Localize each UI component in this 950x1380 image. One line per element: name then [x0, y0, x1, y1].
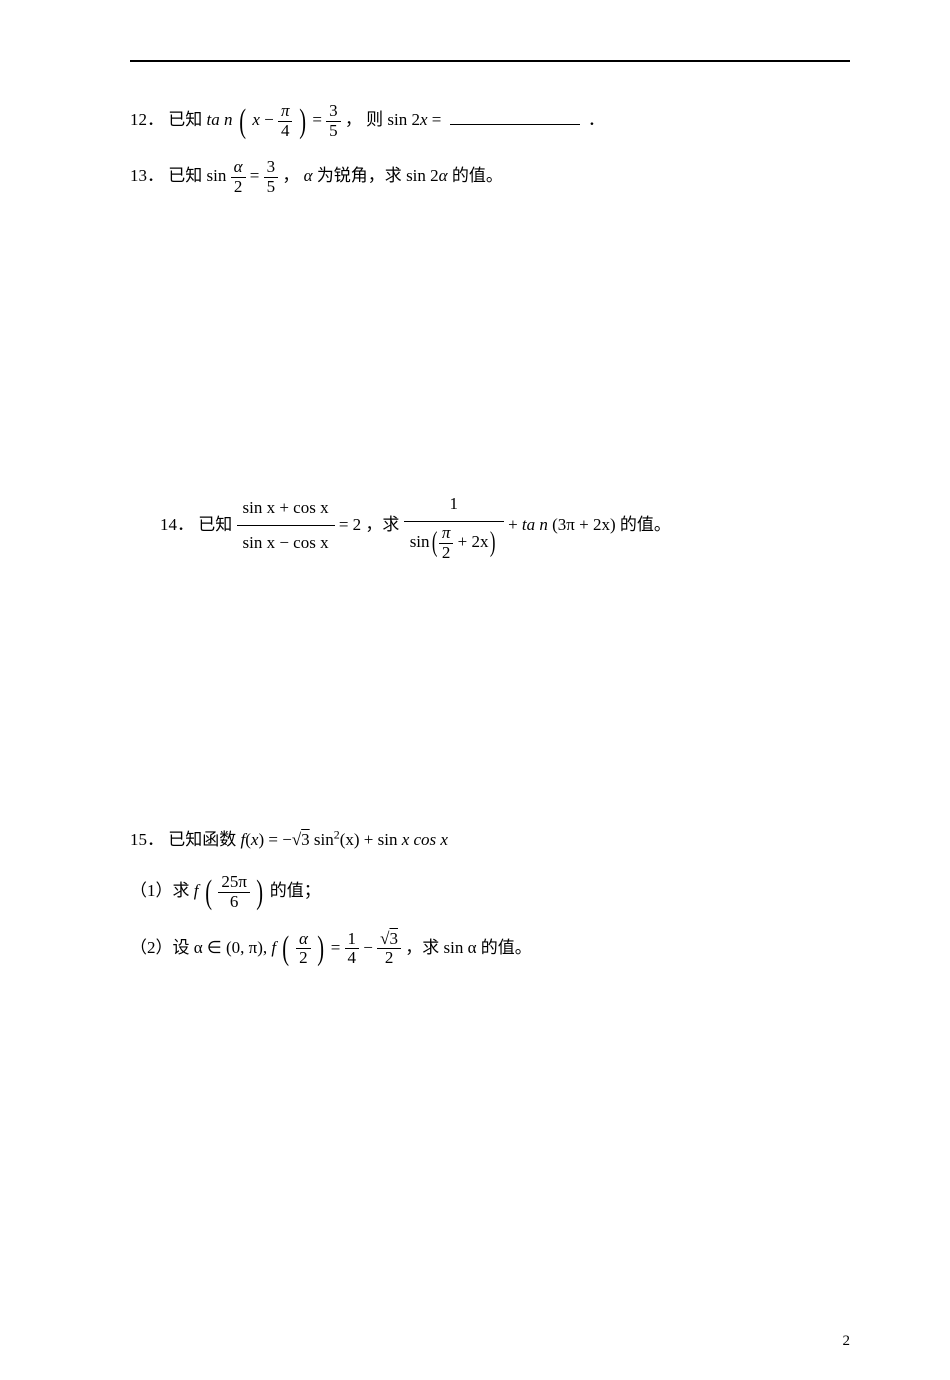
value: 的值。: [452, 166, 503, 185]
prob-num: 14．: [160, 515, 194, 534]
alpha-over-2: α 2: [231, 158, 246, 196]
then: 则: [366, 110, 383, 129]
part2-end: ，求 sin α 的值。: [405, 938, 532, 957]
eq: =: [312, 110, 322, 129]
problem-15-part1: （1）求 f ( 25π 6 ) 的值；: [130, 873, 850, 911]
known-text: 已知: [198, 515, 236, 534]
comma: ，: [345, 110, 362, 129]
sqrt3-over-2: √3 2: [377, 930, 401, 968]
sin2x: sin 2: [387, 110, 420, 129]
frac-sincos: sin x + cos x sin x − cos x: [237, 491, 335, 561]
problem-15: 15． 已知函数 f(x) = −√3 sin2(x) + sin x cos …: [130, 825, 850, 968]
top-rule: [130, 60, 850, 62]
tan: ta n: [522, 515, 548, 534]
three-fifths: 3 5: [326, 102, 341, 140]
page-container: 12． 已知 ta n ( x − π 4 ) = 3 5 ， 则 sin 2x…: [0, 0, 950, 1380]
fill-blank[interactable]: [450, 110, 580, 125]
problem-13: 13． 已知 sin α 2 = 3 5 ， α 为锐角，求 sin 2α 的值…: [130, 158, 850, 196]
sin2a: sin 2: [406, 166, 439, 185]
lparen: (: [205, 879, 212, 906]
lparen: (: [239, 108, 246, 135]
part2-label: （2）设: [130, 938, 194, 957]
prob-num: 12．: [130, 110, 164, 129]
pi-over-4: π 4: [278, 102, 293, 140]
tan: ta n: [207, 110, 233, 129]
three-fifths: 3 5: [264, 158, 279, 196]
paren: (3π + 2x): [552, 515, 616, 534]
eq2: =: [331, 938, 345, 957]
prob-num: 15．: [130, 830, 164, 849]
plus: + sin: [364, 830, 402, 849]
prob-num: 13．: [130, 166, 164, 185]
eq2: =: [432, 110, 442, 129]
problem-15-stem: 15． 已知函数 f(x) = −√3 sin2(x) + sin x cos …: [130, 825, 850, 856]
problem-12: 12． 已知 ta n ( x − π 4 ) = 3 5 ， 则 sin 2x…: [130, 102, 850, 140]
eq: =: [250, 166, 260, 185]
known-text: 已知函数: [168, 830, 240, 849]
eq2: = 2 ，求: [339, 515, 404, 534]
value: 的值。: [620, 515, 671, 534]
x: x: [252, 110, 260, 129]
alpha-over-2: α 2: [296, 930, 311, 968]
minus: −: [264, 110, 274, 129]
eq: = −: [268, 830, 291, 849]
part1-end: 的值；: [270, 881, 321, 900]
page-number: 2: [843, 1333, 851, 1350]
period: ．: [588, 110, 605, 129]
comma: ，: [282, 166, 299, 185]
problem-15-part2: （2）设 α ∈ (0, π), f ( α 2 ) = 1 4 − √3 2 …: [130, 930, 850, 968]
part1-label: （1）求: [130, 881, 194, 900]
sin2: sin: [314, 830, 334, 849]
problem-14: 14． 已知 sin x + cos x sin x − cos x = 2 ，…: [160, 487, 850, 565]
known-text: 已知: [168, 166, 202, 185]
rparen: ): [256, 879, 263, 906]
plus: +: [508, 515, 522, 534]
sin: sin: [207, 166, 227, 185]
alpha: α: [304, 166, 313, 185]
alpha-in: α ∈ (0, π),: [194, 938, 272, 957]
one-fourth: 1 4: [345, 930, 360, 968]
lparen: (: [283, 935, 290, 962]
acute: 为锐角，求: [317, 166, 402, 185]
25pi-over-6: 25π 6: [218, 873, 250, 911]
frac-one-over-sin: 1 sin(π2 + 2x): [404, 487, 504, 565]
rparen: ): [317, 935, 324, 962]
minus: −: [363, 938, 377, 957]
known-text: 已知: [168, 110, 202, 129]
sqrt-icon: √: [292, 830, 301, 849]
rparen: ): [299, 108, 306, 135]
